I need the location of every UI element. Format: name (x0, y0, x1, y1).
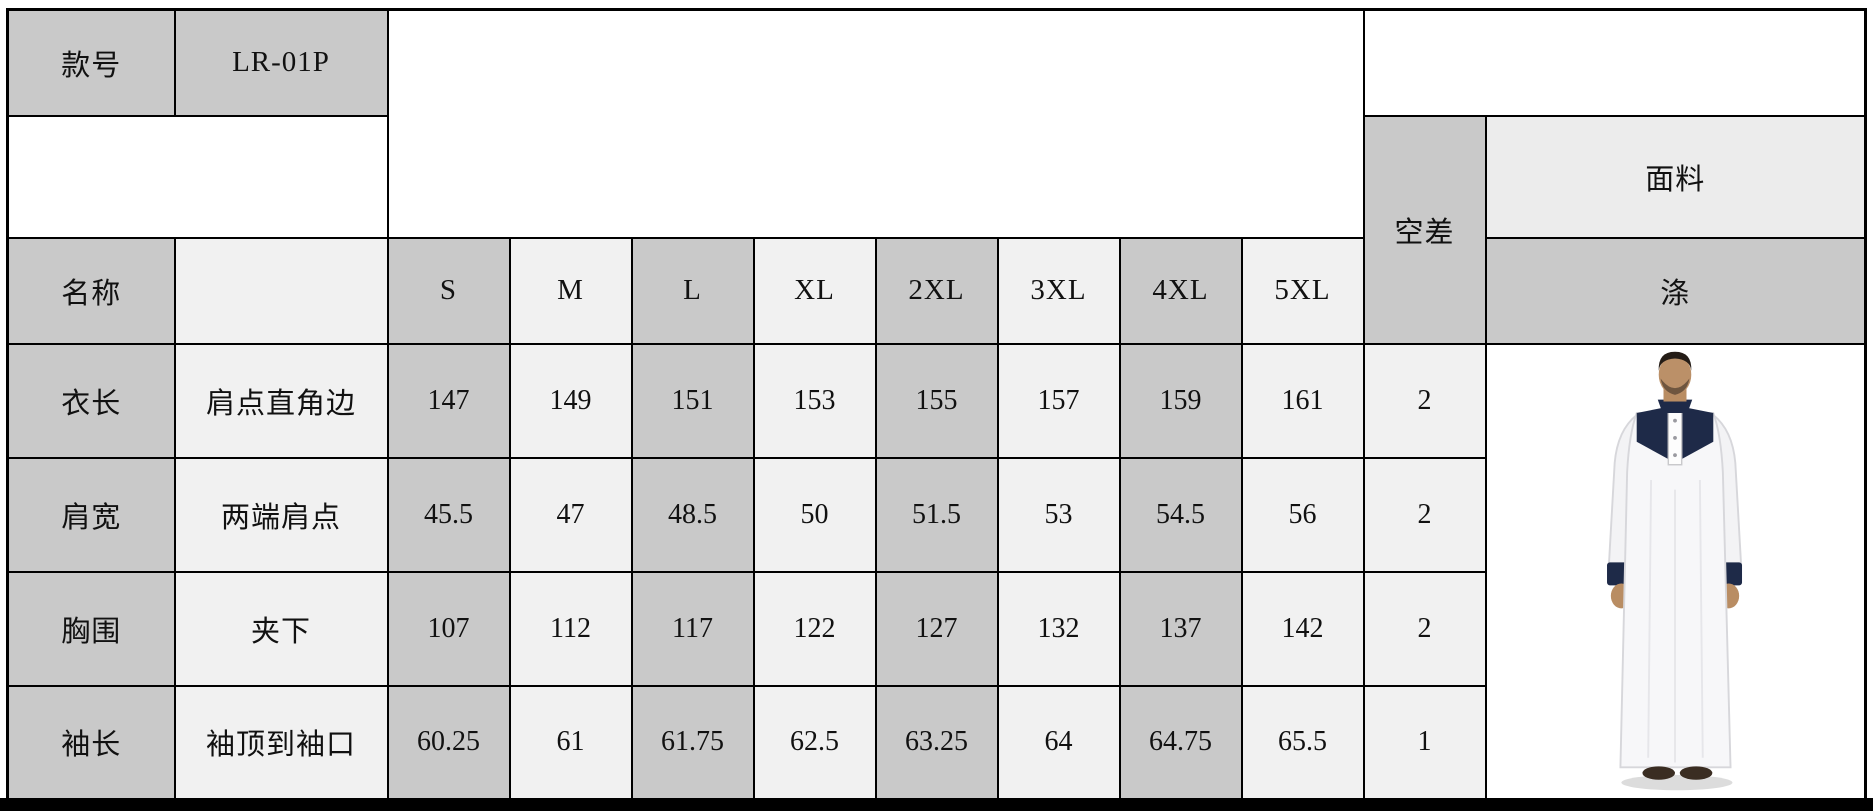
value-cell: 54.5 (1118, 456, 1243, 573)
value-cell: 64.75 (1118, 684, 1243, 801)
size-header-5xl: 5XL (1240, 236, 1365, 345)
value-cell: 61.75 (630, 684, 755, 801)
value-cell: 151 (630, 342, 755, 459)
tolerance-cell: 2 (1362, 456, 1487, 573)
tolerance-cell: 1 (1362, 684, 1487, 801)
fabric-label: 面料 (1484, 114, 1867, 239)
value-cell: 51.5 (874, 456, 999, 573)
value-cell: 65.5 (1240, 684, 1365, 801)
tolerance-cell: 2 (1362, 570, 1487, 687)
size-header-l: L (630, 236, 755, 345)
measurement-row-chest: 胸围 夹下 107 112 117 122 127 132 137 142 2 (6, 570, 1866, 687)
measurement-row-length: 衣长 肩点直角边 147 149 151 153 155 157 159 161… (6, 342, 1867, 801)
measure-name: 胸围 (6, 570, 176, 687)
desc-header-blank (173, 236, 389, 345)
measure-desc: 肩点直角边 (173, 342, 389, 459)
fabric-value: 涤 (1484, 236, 1867, 345)
measurement-row-shoulder: 肩宽 两端肩点 45.5 47 48.5 50 51.5 53 54.5 56 … (6, 456, 1866, 573)
value-cell: 50 (752, 456, 877, 573)
value-cell: 60.25 (386, 684, 511, 801)
style-no-label: 款号 (6, 8, 176, 117)
tolerance-header: 空差 (1362, 114, 1487, 345)
size-header-2xl: 2XL (874, 236, 999, 345)
value-cell: 127 (874, 570, 999, 687)
value-cell: 159 (1118, 342, 1243, 459)
measure-name: 袖长 (6, 684, 176, 801)
size-header-3xl: 3XL (996, 236, 1121, 345)
value-cell: 47 (508, 456, 633, 573)
measure-desc: 袖顶到袖口 (173, 684, 389, 801)
blank-area-left (6, 114, 389, 239)
value-cell: 61 (508, 684, 633, 801)
thobe-product-image (1488, 346, 1864, 796)
value-cell: 56 (1240, 456, 1365, 573)
value-cell: 149 (508, 342, 633, 459)
thobe-illustration (1607, 351, 1743, 791)
value-cell: 142 (1240, 570, 1365, 687)
value-cell: 153 (752, 342, 877, 459)
value-cell: 62.5 (752, 684, 877, 801)
value-cell: 117 (630, 570, 755, 687)
value-cell: 157 (996, 342, 1121, 459)
product-photo-cell (1484, 342, 1867, 801)
size-chart-table: 款号 LR-01P 空差 面料 名称 S M L XL 2XL 3XL 4XL … (6, 8, 1867, 801)
name-header: 名称 (6, 236, 176, 345)
fabric-header-row: 空差 面料 (6, 114, 1867, 345)
size-header-xl: XL (752, 236, 877, 345)
measure-name: 肩宽 (6, 456, 176, 573)
blank-area-center (386, 8, 1365, 239)
value-cell: 147 (386, 342, 511, 459)
style-number-row: 款号 LR-01P (6, 8, 1867, 239)
measure-desc: 夹下 (173, 570, 389, 687)
size-header-row: 名称 S M L XL 2XL 3XL 4XL 5XL 涤 (6, 236, 1867, 345)
measure-desc: 两端肩点 (173, 456, 389, 573)
blank-area-top-right (1362, 8, 1867, 117)
value-cell: 137 (1118, 570, 1243, 687)
value-cell: 45.5 (386, 456, 511, 573)
size-header-m: M (508, 236, 633, 345)
value-cell: 132 (996, 570, 1121, 687)
bottom-border-bar (0, 798, 1873, 811)
value-cell: 161 (1240, 342, 1365, 459)
value-cell: 63.25 (874, 684, 999, 801)
value-cell: 53 (996, 456, 1121, 573)
value-cell: 107 (386, 570, 511, 687)
measure-name: 衣长 (6, 342, 176, 459)
size-header-s: S (386, 236, 511, 345)
value-cell: 48.5 (630, 456, 755, 573)
value-cell: 64 (996, 684, 1121, 801)
tolerance-cell: 2 (1362, 342, 1487, 459)
style-no-value: LR-01P (173, 8, 389, 117)
value-cell: 122 (752, 570, 877, 687)
value-cell: 112 (508, 570, 633, 687)
size-header-4xl: 4XL (1118, 236, 1243, 345)
value-cell: 155 (874, 342, 999, 459)
